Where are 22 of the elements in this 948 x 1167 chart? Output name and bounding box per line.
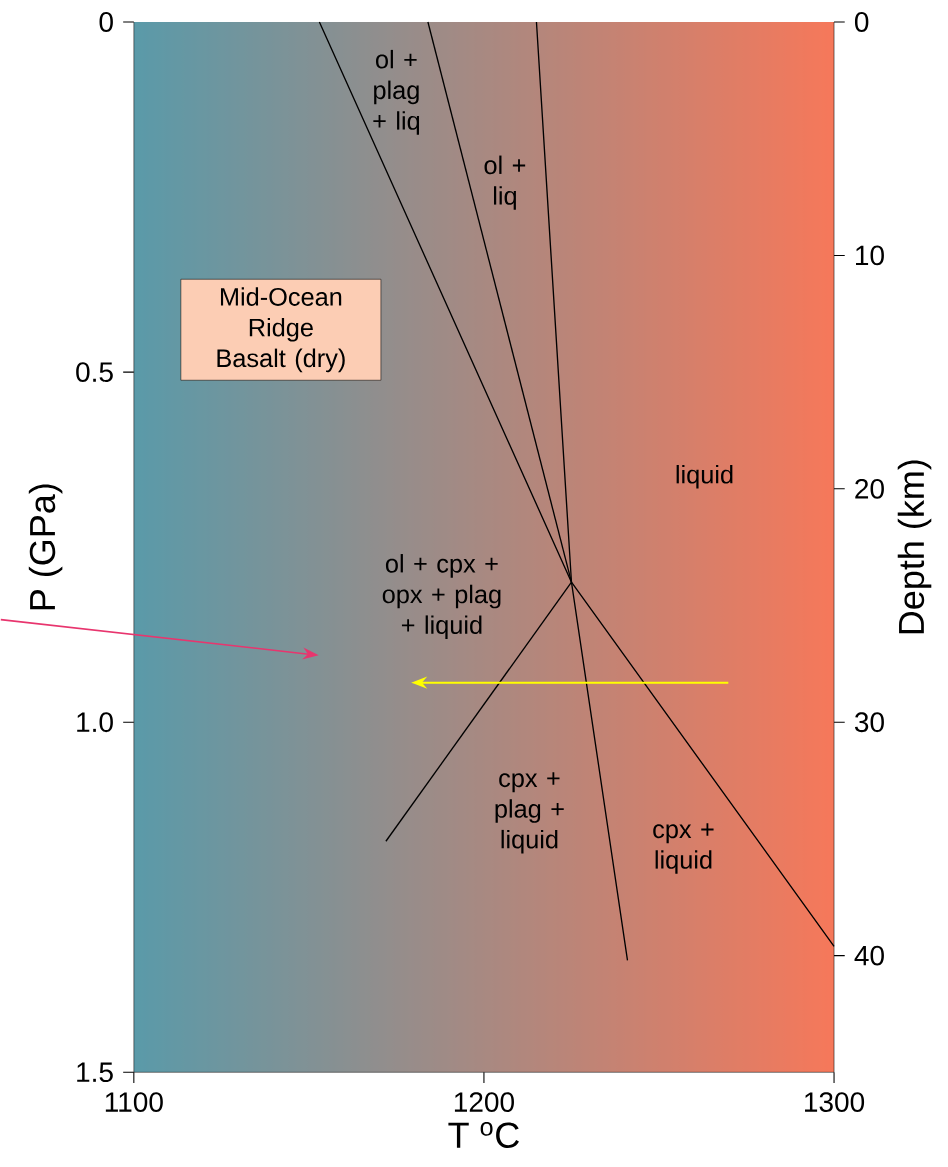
- x-axis-title: T $^{o}$C: [448, 1122, 519, 1148]
- x-tick-label: 1100: [105, 1092, 163, 1112]
- y2-tick-label: 10: [855, 245, 884, 266]
- annotation: Mid-Ocean Ridge Basalt (dry): [217, 287, 345, 373]
- y2-tick-label: 30: [854, 712, 884, 733]
- y2-tick-label: 40: [854, 945, 884, 966]
- y2-axis-title: Depth (km): [897, 460, 932, 634]
- y-tick-label: 0: [99, 12, 113, 32]
- annotation: ol + cpx + opx + plag + liquid: [382, 554, 501, 639]
- annotation: ol + plag + liq: [373, 49, 420, 135]
- y-axis-title: P (GPa): [28, 484, 63, 610]
- y2-tick-label: 0: [854, 12, 869, 32]
- annotation: liquid: [676, 464, 733, 489]
- x-tick-label: 1300: [804, 1092, 865, 1112]
- annotation: cpx + liquid: [653, 823, 714, 874]
- y2-tick-label: 20: [855, 478, 884, 499]
- y-tick-label: 0.5: [76, 362, 113, 383]
- annotation: cpx + plag + liquid: [495, 772, 564, 854]
- y-tick-label: 1.0: [77, 712, 113, 733]
- x-tick-label: 1200: [454, 1092, 514, 1112]
- annotation: ol + liq: [484, 155, 526, 210]
- y-tick-label: 1.5: [77, 1062, 113, 1083]
